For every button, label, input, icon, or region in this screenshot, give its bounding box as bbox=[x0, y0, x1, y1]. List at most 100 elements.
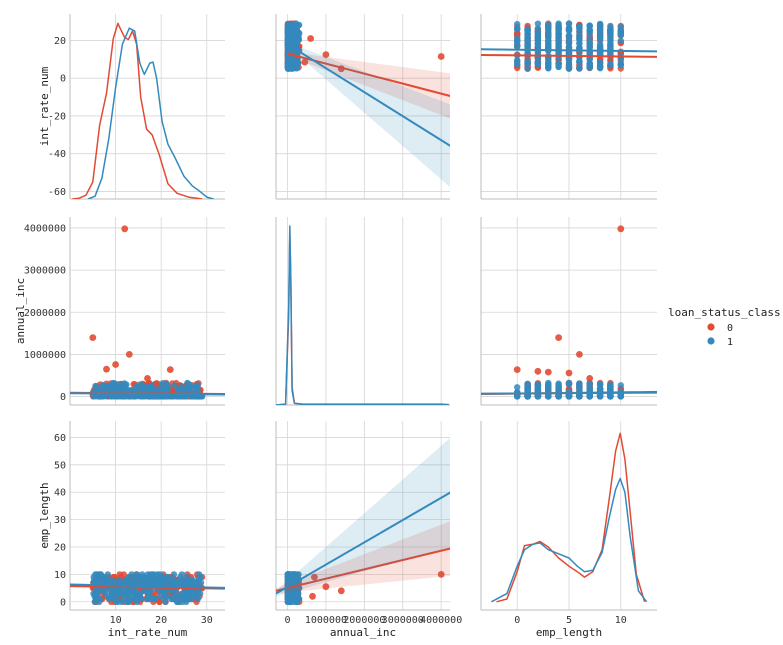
point-class-1 bbox=[576, 33, 583, 40]
point-class-1 bbox=[514, 384, 521, 391]
kde-line-class-0 bbox=[276, 232, 449, 405]
point-class-1 bbox=[92, 595, 100, 603]
x-tick-label: 2000000 bbox=[343, 615, 385, 626]
point-class-1 bbox=[576, 25, 583, 32]
legend-label-1: 1 bbox=[727, 337, 733, 348]
point-class-1 bbox=[183, 573, 191, 581]
x-axis-label: annual_inc bbox=[330, 626, 396, 639]
plot-area bbox=[481, 225, 657, 400]
point-class-1 bbox=[188, 387, 195, 395]
point-class-1 bbox=[293, 27, 300, 34]
point-class-1 bbox=[555, 381, 562, 389]
point-class-1 bbox=[292, 571, 299, 578]
point-class-1 bbox=[565, 379, 573, 387]
point-class-1 bbox=[171, 382, 179, 389]
point-class-1 bbox=[159, 579, 166, 586]
regression-ci-class-1 bbox=[276, 438, 450, 597]
point-class-1 bbox=[92, 384, 99, 392]
regression-line-class-0 bbox=[481, 53, 657, 58]
x-axis-label: int_rate_num bbox=[108, 626, 188, 639]
point-class-1 bbox=[112, 590, 120, 597]
outlier-point-class-0 bbox=[112, 361, 119, 368]
regression-line-class-1 bbox=[276, 491, 450, 595]
point-class-1 bbox=[117, 579, 125, 586]
outlier-point-class-0 bbox=[311, 573, 318, 581]
y-tick-label: 2000000 bbox=[24, 308, 66, 319]
point-class-1 bbox=[617, 382, 624, 389]
point-class-1 bbox=[524, 65, 531, 72]
x-tick-label: 30 bbox=[201, 615, 213, 626]
point-class-1 bbox=[555, 44, 562, 51]
point-class-1 bbox=[514, 42, 521, 50]
point-class-1 bbox=[118, 385, 126, 392]
plot-area bbox=[284, 20, 450, 188]
point-class-1 bbox=[524, 60, 531, 67]
x-axis-label: emp_length bbox=[536, 626, 602, 639]
point-class-1 bbox=[118, 598, 125, 605]
regression-ci-class-0 bbox=[276, 521, 450, 594]
regression-line-class-1 bbox=[70, 392, 225, 396]
point-class-1 bbox=[555, 39, 562, 47]
panel-emp_length-vs-emp_length: 0 5 10 emp_length bbox=[480, 421, 657, 639]
plot-area bbox=[70, 225, 225, 400]
x-tick-label: 5 bbox=[566, 615, 572, 626]
regression-line-class-1 bbox=[70, 583, 225, 589]
legend-marker-0 bbox=[707, 323, 715, 331]
y-tick-label: 20 bbox=[54, 543, 66, 554]
point-class-1 bbox=[586, 61, 593, 68]
outlier-point-class-0 bbox=[576, 351, 583, 358]
outlier-point-class-0 bbox=[301, 58, 309, 66]
panel-int_rate_num-vs-annual_inc bbox=[275, 14, 450, 200]
point-class-1 bbox=[284, 579, 292, 586]
point-class-1 bbox=[545, 381, 552, 388]
y-tick-label: 0 bbox=[60, 392, 66, 403]
outlier-point-class-0 bbox=[437, 53, 445, 60]
point-class-1 bbox=[617, 62, 624, 69]
x-tick-label: 0 bbox=[514, 615, 520, 626]
point-class-1 bbox=[169, 576, 177, 584]
outlier-point-class-0 bbox=[555, 334, 562, 341]
legend-marker-1 bbox=[707, 337, 715, 345]
point-class-1 bbox=[121, 380, 128, 387]
point-class-1 bbox=[194, 595, 201, 603]
outlier-point-class-0 bbox=[103, 365, 110, 373]
plot-area bbox=[491, 432, 648, 603]
y-tick-label: -60 bbox=[48, 187, 66, 198]
kde-line-class-0 bbox=[496, 432, 646, 603]
outlier-point-class-0 bbox=[513, 366, 521, 373]
point-class-1 bbox=[107, 393, 115, 400]
y-tick-label: 40 bbox=[54, 488, 66, 499]
point-class-1 bbox=[576, 57, 583, 65]
point-class-1 bbox=[555, 31, 562, 38]
point-class-1 bbox=[596, 27, 604, 34]
outlier-point-class-0 bbox=[586, 375, 594, 382]
point-class-1 bbox=[293, 38, 300, 46]
y-tick-label: 0 bbox=[60, 74, 66, 85]
plot-area bbox=[276, 438, 450, 605]
outlier-point-class-0 bbox=[309, 592, 316, 600]
point-class-1 bbox=[534, 20, 542, 27]
point-class-1 bbox=[524, 27, 531, 34]
kde-line-class-1 bbox=[87, 27, 214, 199]
point-class-1 bbox=[545, 38, 552, 45]
y-tick-label: 0 bbox=[60, 597, 66, 608]
point-class-1 bbox=[565, 32, 573, 39]
point-class-1 bbox=[294, 61, 301, 68]
point-class-1 bbox=[156, 573, 163, 581]
kde-line-class-1 bbox=[276, 225, 449, 405]
point-class-1 bbox=[138, 579, 146, 586]
point-class-1 bbox=[586, 392, 593, 399]
panel-annual_inc-vs-emp_length bbox=[480, 217, 657, 406]
point-class-1 bbox=[607, 43, 614, 50]
outlier-point-class-0 bbox=[89, 334, 97, 341]
point-class-1 bbox=[565, 26, 573, 34]
point-class-1 bbox=[130, 573, 138, 581]
point-class-1 bbox=[596, 64, 604, 71]
panel-int_rate_num-vs-int_rate_num: -60 -40 -20 0 20 int_rate_num bbox=[38, 14, 225, 200]
point-class-1 bbox=[191, 587, 198, 594]
point-class-1 bbox=[158, 386, 166, 393]
point-class-1 bbox=[555, 393, 562, 400]
regression-line-class-0 bbox=[276, 547, 450, 592]
x-tick-label: 10 bbox=[615, 615, 627, 626]
panels-group: -60-40-20020int_rate_num0100000020000003… bbox=[14, 14, 657, 639]
